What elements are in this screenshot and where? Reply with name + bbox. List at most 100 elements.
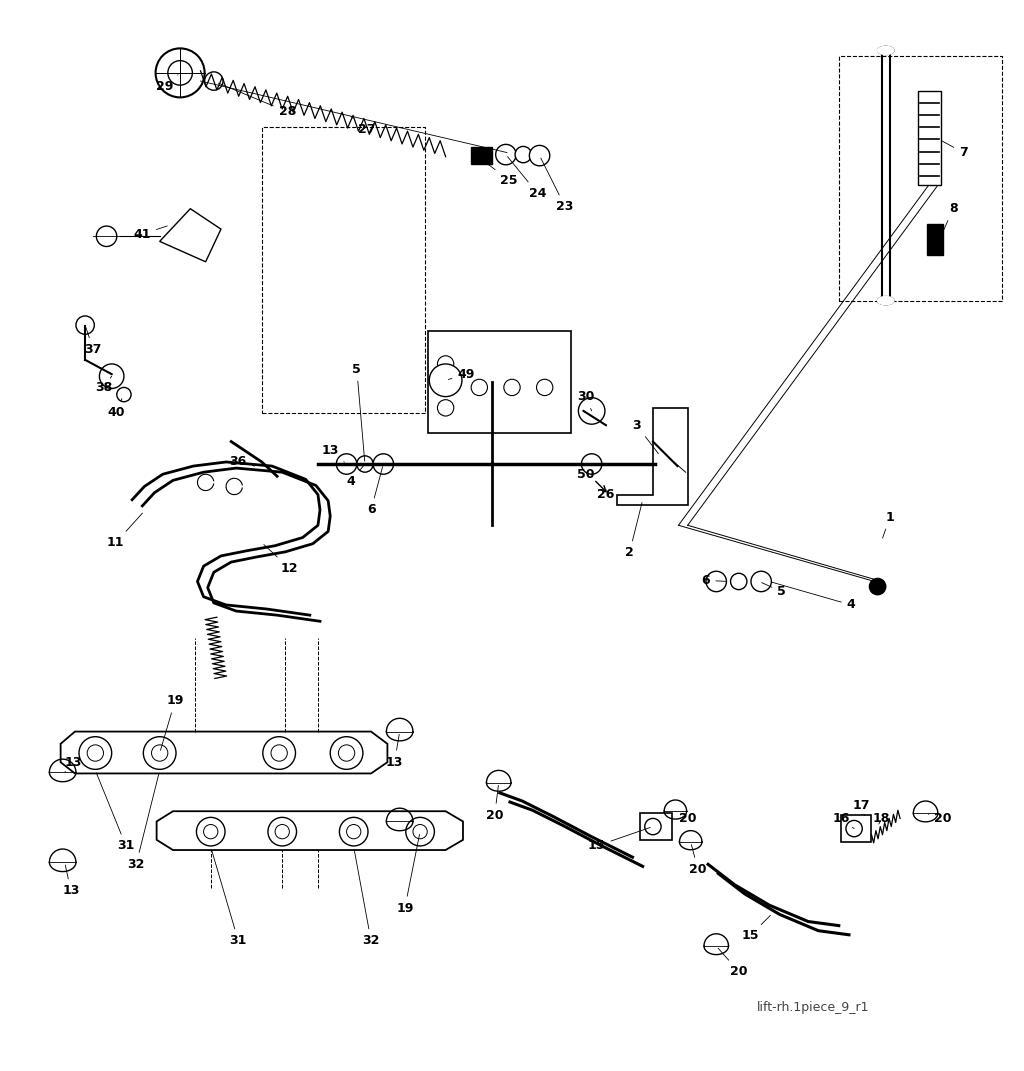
Circle shape bbox=[79, 737, 112, 769]
Circle shape bbox=[204, 825, 218, 839]
Circle shape bbox=[437, 399, 454, 416]
Text: 18: 18 bbox=[873, 812, 891, 825]
Circle shape bbox=[356, 456, 373, 472]
Text: 30: 30 bbox=[577, 390, 594, 411]
Circle shape bbox=[529, 146, 550, 166]
Text: 32: 32 bbox=[128, 773, 159, 871]
Circle shape bbox=[338, 744, 354, 761]
Polygon shape bbox=[157, 811, 463, 850]
Polygon shape bbox=[919, 91, 941, 185]
Text: 4: 4 bbox=[772, 583, 855, 612]
Circle shape bbox=[268, 817, 297, 846]
Text: 6: 6 bbox=[367, 467, 383, 516]
Ellipse shape bbox=[878, 297, 894, 305]
Text: 19: 19 bbox=[161, 694, 183, 751]
Circle shape bbox=[496, 145, 516, 165]
Text: 20: 20 bbox=[689, 845, 707, 876]
Circle shape bbox=[537, 379, 553, 395]
Text: 5: 5 bbox=[762, 583, 786, 599]
Text: 16: 16 bbox=[833, 812, 854, 829]
Circle shape bbox=[330, 737, 362, 769]
Text: 23: 23 bbox=[541, 159, 573, 213]
Text: 12: 12 bbox=[264, 544, 298, 575]
Text: 50: 50 bbox=[577, 464, 594, 481]
Circle shape bbox=[76, 316, 94, 334]
Circle shape bbox=[96, 226, 117, 246]
Text: 13: 13 bbox=[65, 756, 82, 772]
Circle shape bbox=[197, 817, 225, 846]
Text: 20: 20 bbox=[676, 811, 696, 825]
Circle shape bbox=[582, 454, 602, 474]
Text: 38: 38 bbox=[95, 376, 113, 394]
Text: 5: 5 bbox=[352, 363, 365, 462]
Bar bbox=[640, 813, 673, 840]
Circle shape bbox=[437, 356, 454, 372]
Text: 4: 4 bbox=[346, 466, 364, 488]
Text: 13: 13 bbox=[386, 735, 403, 769]
Text: 13: 13 bbox=[322, 444, 344, 463]
Text: 36: 36 bbox=[229, 455, 255, 468]
Circle shape bbox=[99, 364, 124, 389]
Circle shape bbox=[706, 571, 726, 591]
Polygon shape bbox=[617, 408, 688, 504]
Circle shape bbox=[143, 737, 176, 769]
Circle shape bbox=[205, 72, 223, 90]
Text: 31: 31 bbox=[212, 849, 247, 948]
Text: 29: 29 bbox=[156, 75, 178, 93]
Text: lift-rh.1piece_9_r1: lift-rh.1piece_9_r1 bbox=[757, 1000, 869, 1014]
Bar bbox=[927, 224, 943, 255]
Text: 19: 19 bbox=[396, 834, 420, 915]
Circle shape bbox=[504, 379, 520, 395]
Text: 17: 17 bbox=[853, 799, 870, 815]
Text: 8: 8 bbox=[942, 202, 957, 233]
Circle shape bbox=[339, 817, 368, 846]
Circle shape bbox=[152, 744, 168, 761]
Circle shape bbox=[413, 825, 427, 839]
Circle shape bbox=[869, 578, 886, 594]
Text: 25: 25 bbox=[481, 160, 518, 186]
Text: 24: 24 bbox=[508, 156, 546, 200]
Text: 7: 7 bbox=[941, 140, 968, 159]
Text: 1: 1 bbox=[883, 511, 894, 538]
Circle shape bbox=[645, 818, 662, 834]
Circle shape bbox=[263, 737, 296, 769]
Circle shape bbox=[156, 48, 205, 97]
Text: 20: 20 bbox=[486, 785, 504, 821]
Bar bbox=[471, 148, 492, 164]
Circle shape bbox=[117, 388, 131, 402]
Text: 3: 3 bbox=[632, 419, 658, 454]
Circle shape bbox=[373, 454, 393, 474]
Circle shape bbox=[275, 825, 290, 839]
Text: 32: 32 bbox=[354, 849, 380, 948]
Text: 37: 37 bbox=[85, 328, 102, 357]
Circle shape bbox=[751, 571, 771, 591]
Circle shape bbox=[730, 573, 746, 590]
Text: 41: 41 bbox=[133, 226, 167, 241]
Text: 40: 40 bbox=[108, 398, 125, 420]
Text: 11: 11 bbox=[108, 513, 142, 549]
Circle shape bbox=[846, 820, 862, 836]
Text: 26: 26 bbox=[597, 488, 614, 501]
Text: 20: 20 bbox=[718, 948, 748, 978]
Bar bbox=[841, 815, 871, 842]
Circle shape bbox=[406, 817, 434, 846]
Circle shape bbox=[87, 744, 103, 761]
Text: 2: 2 bbox=[625, 502, 642, 559]
Text: 20: 20 bbox=[929, 812, 951, 825]
Text: 6: 6 bbox=[701, 574, 726, 587]
Polygon shape bbox=[160, 209, 221, 261]
Text: 13: 13 bbox=[62, 865, 80, 897]
Circle shape bbox=[471, 379, 487, 395]
Polygon shape bbox=[60, 731, 387, 773]
Circle shape bbox=[271, 744, 288, 761]
Ellipse shape bbox=[878, 46, 894, 55]
Text: 49: 49 bbox=[449, 367, 475, 380]
Circle shape bbox=[336, 454, 356, 474]
Circle shape bbox=[429, 364, 462, 396]
Text: 15: 15 bbox=[741, 916, 770, 942]
Circle shape bbox=[346, 825, 360, 839]
Text: 15: 15 bbox=[588, 828, 650, 853]
Circle shape bbox=[515, 147, 531, 163]
Text: 28: 28 bbox=[218, 84, 296, 118]
Polygon shape bbox=[428, 331, 571, 434]
